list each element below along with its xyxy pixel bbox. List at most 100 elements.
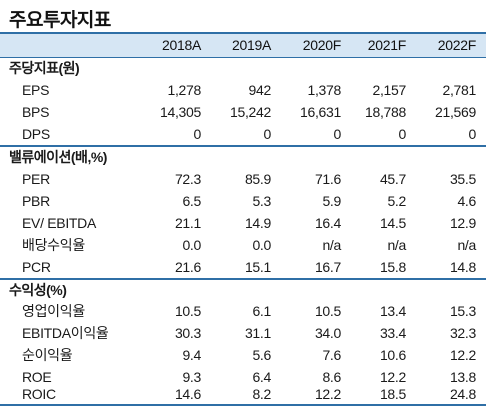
table-cell: 15,242 (229, 104, 271, 120)
column-header-2021f: 2021F (367, 37, 407, 53)
table-row: ROE 9.3 6.4 8.6 12.2 13.8 (0, 366, 486, 389)
row-label: 배당수익율 (22, 237, 85, 253)
column-header-row: 2018A 2019A 2020F 2021F 2022F (0, 34, 486, 58)
table-cell: 0 (333, 126, 342, 142)
table-cell: 13.4 (379, 303, 406, 319)
table-cell: 85.9 (244, 171, 271, 187)
table-cell: 14.5 (379, 215, 406, 231)
table-row: 순이익율 9.4 5.6 7.6 10.6 12.2 (0, 344, 486, 367)
table-cell: 0 (468, 126, 477, 142)
table-cell: 1,378 (307, 82, 341, 98)
section-label-profitability: 수익성(%) (9, 282, 67, 298)
table-cell: 9.3 (182, 369, 201, 385)
table-cell: 8.2 (252, 386, 271, 402)
table-cell: 10.6 (379, 347, 406, 363)
table-cell: 21.6 (174, 259, 201, 275)
section-label-valuation: 밸류에이션(배,%) (9, 149, 107, 165)
table-cell: 10.5 (314, 303, 341, 319)
section-divider (0, 145, 486, 147)
table-cell: 0 (263, 126, 272, 142)
row-label: PER (22, 171, 50, 187)
table-cell: 21,569 (434, 104, 476, 120)
table-cell: 18.5 (379, 386, 406, 402)
table-cell: 16,631 (299, 104, 341, 120)
table-cell: 5.9 (322, 193, 341, 209)
table-cell: 14.9 (244, 215, 271, 231)
column-header-2020f: 2020F (302, 37, 342, 53)
row-label: EPS (22, 82, 50, 98)
table-cell: 0 (193, 126, 202, 142)
table-cell: 16.7 (314, 259, 341, 275)
table-row: EV/ EBITDA 21.1 14.9 16.4 14.5 12.9 (0, 212, 486, 235)
table-cell: 21.1 (174, 215, 201, 231)
table-cell: 18,788 (364, 104, 406, 120)
section-row: 밸류에이션(배,%) (0, 146, 486, 169)
table-row: DPS 0 0 0 0 0 (0, 123, 486, 146)
table-cell: 2,157 (372, 82, 406, 98)
column-header-2022f: 2022F (437, 37, 477, 53)
table-cell: 16.4 (314, 215, 341, 231)
row-label: PBR (22, 193, 50, 209)
table-cell: 6.4 (252, 369, 271, 385)
table-row: EPS 1,278 942 1,378 2,157 2,781 (0, 79, 486, 102)
table-row: 배당수익율 0.0 0.0 n/a n/a n/a (0, 234, 486, 257)
table-cell: 71.6 (314, 171, 341, 187)
section-label-per-share: 주당지표(원) (9, 60, 80, 76)
table-cell: 8.6 (322, 369, 341, 385)
table-cell: 45.7 (379, 171, 406, 187)
table-cell: 942 (248, 82, 272, 98)
table-cell: 34.0 (314, 325, 341, 341)
table-cell: 15.8 (379, 259, 406, 275)
table-cell: 15.1 (244, 259, 271, 275)
row-label: 순이익율 (22, 347, 73, 363)
table-cell: 15.3 (449, 303, 476, 319)
row-label: ROE (22, 369, 52, 385)
table-cell: 5.6 (252, 347, 271, 363)
section-row: 수익성(%) (0, 279, 486, 302)
table-cell: 5.3 (252, 193, 271, 209)
table-row: PCR 21.6 15.1 16.7 15.8 14.8 (0, 256, 486, 279)
table-cell: 12.2 (314, 386, 341, 402)
row-label: ROIC (22, 386, 56, 402)
table-row: PBR 6.5 5.3 5.9 5.2 4.6 (0, 190, 486, 213)
table-cell: n/a (457, 237, 476, 253)
table-cell: n/a (387, 237, 406, 253)
table-cell: n/a (322, 237, 341, 253)
table-cell: 9.4 (182, 347, 201, 363)
title-rule (0, 32, 486, 34)
table-cell: 14,305 (159, 104, 201, 120)
table-row: BPS 14,305 15,242 16,631 18,788 21,569 (0, 101, 486, 124)
row-label: 영업이익율 (22, 303, 85, 319)
table-cell: 24.8 (449, 386, 476, 402)
row-label: BPS (22, 104, 50, 120)
table-cell: 12.2 (379, 369, 406, 385)
table-cell: 4.6 (457, 193, 476, 209)
table-cell: 72.3 (174, 171, 201, 187)
row-label: EBITDA이익율 (22, 325, 109, 341)
table-cell: 14.6 (174, 386, 201, 402)
table-row: ROIC 14.6 8.2 12.2 18.5 24.8 (0, 383, 486, 406)
column-header-2019a: 2019A (232, 37, 271, 53)
table-row: PER 72.3 85.9 71.6 45.7 35.5 (0, 168, 486, 191)
table-cell: 2,781 (442, 82, 476, 98)
row-label: DPS (22, 126, 50, 142)
table-cell: 30.3 (174, 325, 201, 341)
section-row: 주당지표(원) (0, 57, 486, 80)
table-cell: 0.0 (252, 237, 271, 253)
table-cell: 5.2 (387, 193, 406, 209)
table-cell: 13.8 (449, 369, 476, 385)
table-cell: 33.4 (379, 325, 406, 341)
table-cell: 6.1 (252, 303, 271, 319)
section-divider (0, 278, 486, 280)
table-cell: 0.0 (182, 237, 201, 253)
table-cell: 14.8 (449, 259, 476, 275)
table-cell: 12.9 (449, 215, 476, 231)
bottom-rule (0, 404, 486, 406)
row-label: EV/ EBITDA (22, 215, 97, 231)
table-cell: 35.5 (449, 171, 476, 187)
table-row: EBITDA이익율 30.3 31.1 34.0 33.4 32.3 (0, 322, 486, 345)
table-cell: 12.2 (449, 347, 476, 363)
table-cell: 10.5 (174, 303, 201, 319)
table-cell: 31.1 (244, 325, 271, 341)
